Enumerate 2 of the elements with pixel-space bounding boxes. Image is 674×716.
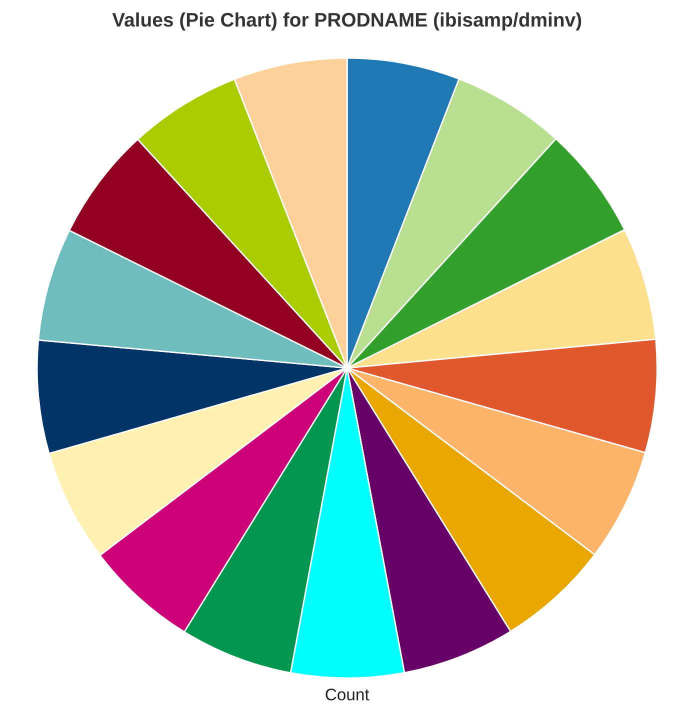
text: Count bbox=[326, 688, 370, 700]
chart-title: Values (Pie Chart) for PRODNAME (ibisamp/dminv) bbox=[112, 12, 582, 31]
